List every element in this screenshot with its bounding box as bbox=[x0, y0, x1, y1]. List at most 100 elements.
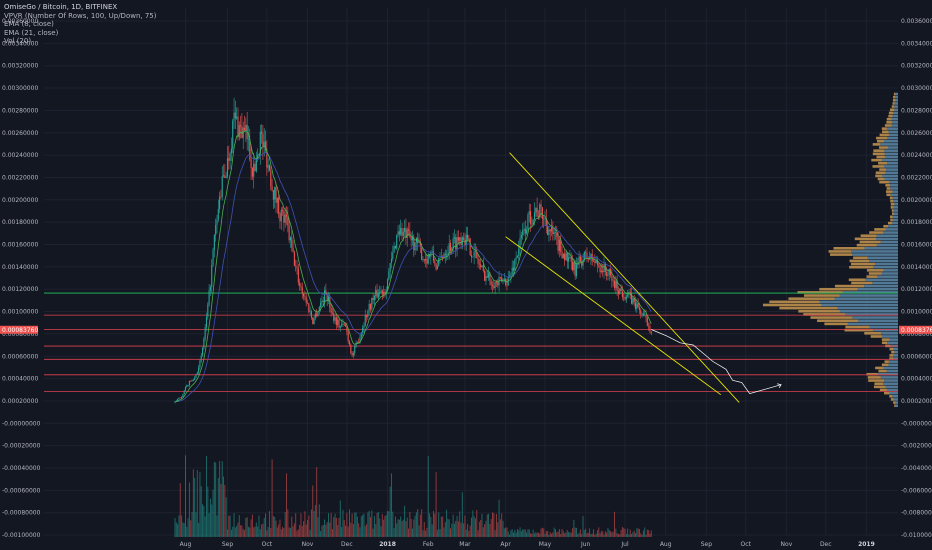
volume-bar bbox=[366, 524, 368, 537]
candle-body bbox=[585, 252, 587, 253]
vp-bar-up bbox=[892, 190, 898, 193]
volume-bar bbox=[313, 511, 315, 537]
vp-bar-up bbox=[895, 92, 898, 96]
vp-bar-down bbox=[762, 303, 822, 307]
volume-bar bbox=[431, 524, 433, 537]
volume-bar bbox=[384, 515, 386, 537]
volume-bar bbox=[539, 533, 541, 537]
volume-bar bbox=[335, 517, 337, 537]
candle-body bbox=[236, 116, 238, 119]
volume-bar bbox=[267, 526, 269, 537]
volume-bar bbox=[585, 528, 587, 537]
vp-bar-up bbox=[887, 341, 898, 345]
volume-bar bbox=[282, 526, 284, 537]
vp-bar-up bbox=[886, 388, 898, 392]
candle-body bbox=[637, 303, 639, 308]
volume-bar bbox=[196, 470, 198, 537]
candle-body bbox=[407, 229, 410, 231]
candle-body bbox=[282, 209, 284, 212]
volume-bar bbox=[486, 514, 488, 537]
legend-symbol[interactable]: OmiseGo / Bitcoin, 1D, BITFINEX bbox=[4, 3, 118, 11]
volume-bar bbox=[435, 472, 437, 537]
legend-study-vpvr[interactable]: VPVR (Number Of Rows, 100, Up/Down, 75) bbox=[4, 11, 157, 20]
candle-body bbox=[421, 246, 423, 260]
volume-bar bbox=[625, 534, 627, 537]
volume-bar bbox=[530, 533, 532, 537]
y-tick-label-left: 0.00320000 bbox=[2, 63, 38, 70]
candle-body bbox=[422, 259, 424, 260]
vp-bar-down bbox=[866, 372, 878, 376]
candle-body bbox=[368, 303, 370, 311]
volume-bar bbox=[255, 522, 257, 537]
y-tick-label-left: 0.00280000 bbox=[2, 107, 38, 114]
vp-bar-up bbox=[882, 158, 898, 162]
volume-bar bbox=[251, 514, 253, 537]
x-tick-label: 2018 bbox=[379, 541, 396, 548]
candle-body bbox=[599, 266, 601, 273]
candle-body bbox=[411, 237, 414, 241]
candle-body bbox=[280, 209, 282, 222]
candle-body bbox=[354, 346, 356, 354]
x-tick-label: Dec bbox=[820, 541, 832, 548]
candle-body bbox=[376, 289, 378, 298]
price-tag-right-label: 0.00083760 bbox=[901, 327, 932, 334]
y-tick-label-right: 0.00340000 bbox=[901, 40, 932, 47]
candle-body bbox=[503, 279, 505, 280]
volume-bar bbox=[297, 529, 299, 537]
volume-bar bbox=[274, 516, 276, 537]
vp-bar-down bbox=[889, 347, 894, 351]
candle-body bbox=[531, 223, 533, 225]
candle-body bbox=[592, 261, 595, 262]
vp-bar-down bbox=[848, 278, 866, 282]
candle-body bbox=[490, 280, 492, 286]
candle-body bbox=[386, 279, 389, 291]
candle-body bbox=[254, 163, 256, 172]
candle-body bbox=[389, 263, 391, 272]
candle-body bbox=[494, 281, 496, 289]
candle-body bbox=[263, 141, 265, 147]
y-axis-right: 0.00360000 0.00340000 0.00320000 0.00300000… bbox=[901, 18, 932, 539]
candle-body bbox=[195, 374, 197, 379]
volume-bar bbox=[233, 513, 235, 537]
legend-study-ema8[interactable]: EMA (8, close) bbox=[4, 20, 54, 29]
volume-bar bbox=[627, 528, 629, 537]
vp-bar-up bbox=[819, 300, 898, 304]
legend-study-vol[interactable]: Vol (20) bbox=[4, 37, 32, 46]
candle-body bbox=[565, 252, 567, 261]
candle-body bbox=[554, 232, 557, 233]
volume-bar bbox=[376, 512, 378, 537]
vp-bar-up bbox=[886, 127, 898, 130]
volume-bar bbox=[418, 525, 420, 537]
volume-bar bbox=[182, 522, 184, 537]
candle-body bbox=[308, 303, 310, 312]
candle-body bbox=[544, 217, 546, 219]
volume-bar bbox=[375, 524, 377, 537]
vp-bar-up bbox=[845, 313, 898, 316]
candle-body bbox=[632, 298, 634, 304]
vp-bar-up bbox=[858, 319, 898, 323]
candle-body bbox=[384, 292, 386, 295]
vp-bar-down bbox=[881, 363, 889, 367]
vp-bar-up bbox=[867, 256, 898, 260]
volume-bar bbox=[422, 530, 424, 537]
volume-bar bbox=[369, 517, 371, 537]
legend-study-ema21[interactable]: EMA (21, close) bbox=[4, 28, 59, 37]
candle-body bbox=[405, 228, 407, 238]
candle-body bbox=[493, 286, 495, 289]
volume-bar bbox=[516, 528, 518, 537]
candle-body bbox=[638, 307, 640, 311]
vp-bar-down bbox=[851, 281, 873, 285]
volume-bar bbox=[263, 518, 265, 537]
candle-body bbox=[380, 290, 382, 292]
candle-body bbox=[208, 290, 210, 305]
channel-lower-line bbox=[505, 236, 722, 396]
volume-bar bbox=[481, 513, 483, 537]
candle-body bbox=[634, 302, 637, 310]
candle-body bbox=[497, 282, 499, 286]
candle-body bbox=[520, 234, 522, 239]
candle-body bbox=[533, 212, 536, 220]
candle-body bbox=[550, 226, 553, 232]
